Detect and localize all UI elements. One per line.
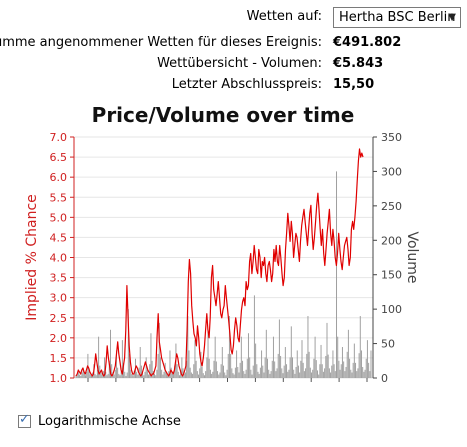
- bets-on-label: Wetten auf:: [246, 9, 322, 24]
- last-price-label: Letzter Abschlusspreis:: [171, 77, 322, 92]
- left-tick-label: 5.0: [50, 211, 68, 224]
- log-axis-label[interactable]: Logarithmische Achse: [38, 413, 181, 429]
- log-axis-checkbox[interactable]: ✓: [18, 411, 31, 428]
- volume-label: Wettübersicht - Volumen:: [157, 56, 322, 71]
- price-volume-chart: Price/Volume over time 1.0 1.5 2.0 2.5 3.0 3.…: [24, 103, 420, 385]
- right-tick-label: 200: [381, 234, 402, 247]
- last-price-value: 15,50: [333, 77, 375, 92]
- bet-selection-dropdown[interactable]: Hertha BSC Berlin ▼: [333, 7, 461, 28]
- right-tick-label: 50: [381, 338, 395, 351]
- chart-title: Price/Volume over time: [92, 103, 355, 127]
- left-tick-label: 7.0: [50, 131, 68, 144]
- log-axis-option[interactable]: ✓ Logarithmische Achse: [18, 412, 181, 430]
- left-tick-label: 2.5: [50, 312, 68, 325]
- left-tick-label: 3.5: [50, 272, 68, 285]
- price-series-line: [75, 148, 364, 377]
- chevron-down-icon[interactable]: ▼: [448, 12, 456, 23]
- total-bets-value: €491.802: [333, 35, 402, 50]
- bet-selection-value: Hertha BSC Berlin: [339, 10, 456, 25]
- left-tick-label: 1.0: [50, 372, 68, 385]
- volume-series: [75, 171, 372, 378]
- left-tick-label: 4.5: [50, 231, 68, 244]
- total-bets-label: Summe angenommener Wetten für dieses Ere…: [0, 35, 322, 50]
- right-axis-title: Volume: [404, 231, 420, 283]
- left-tick-label: 6.0: [50, 171, 68, 184]
- left-tick-label: 6.5: [50, 151, 68, 164]
- left-axis-title: Implied % Chance: [24, 194, 40, 321]
- left-tick-label: 3.0: [50, 292, 68, 305]
- left-tick-label: 5.5: [50, 191, 68, 204]
- left-tick-label: 2.0: [50, 332, 68, 345]
- left-tick-label: 1.5: [50, 352, 68, 365]
- right-tick-label: 350: [381, 131, 402, 144]
- right-tick-label: 300: [381, 165, 402, 178]
- volume-value: €5.843: [333, 56, 384, 71]
- left-tick-label: 4.0: [50, 252, 68, 265]
- right-tick-label: 150: [381, 269, 402, 282]
- right-tick-label: 250: [381, 200, 402, 213]
- right-tick-label: 0: [381, 372, 388, 385]
- checkmark-icon: ✓: [19, 411, 30, 427]
- right-tick-label: 100: [381, 303, 402, 316]
